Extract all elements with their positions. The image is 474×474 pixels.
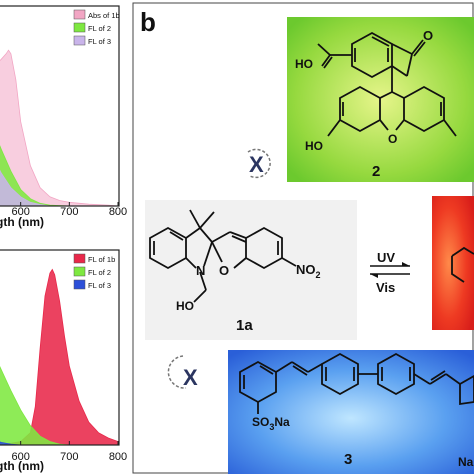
compound-3-na-right: Na — [458, 455, 474, 469]
compound-2-structure — [317, 31, 457, 137]
compound-2-ho-acid: HO — [295, 57, 313, 71]
chart-bottom-frame — [0, 249, 120, 446]
chart-bottom-xticks: 600 700 800 — [11, 441, 127, 463]
compound-1a-structure — [149, 209, 297, 303]
chart-top-legend: Abs of 1b FL of 2 FL of 3 — [73, 9, 120, 46]
xtick-label: 800 — [109, 206, 127, 218]
legend-swatch — [73, 253, 86, 264]
compound-3-label: 3 — [344, 451, 352, 468]
legend-swatch — [73, 35, 86, 46]
legend-label: FL of 1b — [88, 255, 115, 264]
legend-label: FL of 3 — [88, 281, 111, 290]
legend-swatch — [73, 22, 86, 33]
chart-top: 600 700 800 gth (nm) Abs of 1b FL of 2 FL of… — [0, 5, 127, 229]
compound-1b-fragment — [451, 246, 474, 257]
panel-b: b HO — [132, 2, 474, 474]
compound-1a-n: N — [196, 263, 205, 278]
compound-1b-fragment-2 — [451, 256, 465, 283]
legend-label: FL of 3 — [88, 37, 111, 46]
compound-1b-background — [432, 196, 474, 330]
compound-2-ho-phenol: HO — [305, 139, 323, 153]
compound-1a-no2: NO2 — [296, 262, 321, 280]
xtick-label: 700 — [60, 206, 78, 218]
compound-1a-label: 1a — [236, 317, 253, 334]
chart-top-frame — [0, 5, 120, 207]
compound-1a-background — [145, 200, 357, 340]
compound-3-curved-arrow-icon — [167, 355, 187, 389]
xtick-label: 700 — [60, 451, 78, 463]
chart-bottom-xlabel: gth (nm) — [0, 459, 44, 473]
compound-2-curved-arrow-icon — [247, 148, 271, 179]
series-area-fl-of-2 — [0, 145, 70, 207]
compound-2-label: 2 — [372, 163, 380, 180]
vis-label: Vis — [376, 280, 395, 295]
compound-3-so3na: SO3Na — [252, 415, 290, 432]
compound-3-x-mark: X — [183, 365, 198, 390]
chart-bottom-legend: FL of 1b FL of 2 FL of 3 — [73, 253, 115, 290]
series-area-abs-of-1b — [0, 49, 119, 207]
xtick-label: 600 — [11, 451, 29, 463]
compound-1a-ho: HO — [176, 299, 194, 313]
legend-swatch — [73, 9, 86, 20]
forward-arrowhead-icon — [402, 262, 410, 266]
chart-bottom-series-group — [0, 268, 119, 446]
compound-1a-o: O — [219, 263, 229, 278]
uv-label: UV — [377, 250, 395, 265]
compound-2-x-mark: X — [249, 152, 264, 177]
xtick-label: 600 — [11, 206, 29, 218]
chart-top-series-group — [0, 49, 119, 207]
chart-top-xlabel: gth (nm) — [0, 215, 44, 229]
legend-label: FL of 2 — [88, 268, 111, 277]
legend-label: FL of 2 — [88, 24, 111, 33]
legend-swatch — [73, 266, 86, 277]
chart-top-xticks: 600 700 800 — [11, 202, 127, 218]
legend-label: Abs of 1b — [88, 11, 120, 20]
series-area-fl-of-2 — [0, 366, 70, 446]
xtick-label: 800 — [109, 451, 127, 463]
backward-arrowhead-icon — [370, 274, 378, 278]
legend-swatch — [73, 279, 86, 290]
compound-2-bridge-o: O — [388, 132, 397, 146]
compound-2-carbonyl-o: O — [423, 28, 433, 43]
panel-b-label: b — [140, 7, 156, 37]
compound-3-structure — [239, 352, 474, 414]
